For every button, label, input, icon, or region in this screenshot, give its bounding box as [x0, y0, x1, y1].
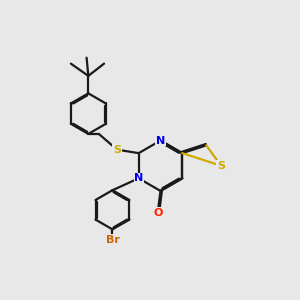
Text: S: S [217, 161, 225, 171]
Text: O: O [153, 208, 162, 218]
Text: N: N [156, 136, 165, 146]
Text: N: N [134, 173, 143, 183]
Text: S: S [113, 145, 121, 155]
Text: Br: Br [106, 235, 119, 245]
